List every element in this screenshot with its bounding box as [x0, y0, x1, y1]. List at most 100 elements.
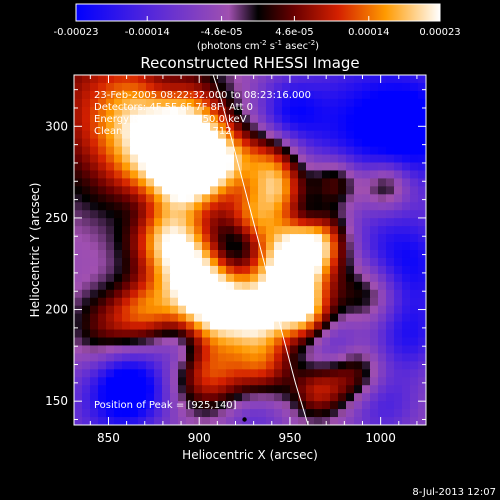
heatmap-cell	[290, 393, 299, 402]
heatmap-cell	[282, 289, 291, 299]
heatmap-cell	[354, 122, 363, 132]
heatmap-cell	[186, 401, 195, 410]
heatmap-cell	[370, 393, 379, 402]
heatmap-cell	[114, 178, 123, 187]
heatmap-cell	[290, 242, 299, 251]
heatmap-cell	[322, 281, 331, 291]
heatmap-cell	[146, 130, 155, 140]
heatmap-cell	[194, 329, 203, 339]
heatmap-cell	[138, 114, 147, 124]
heatmap-cell	[194, 202, 203, 211]
heatmap-cell	[402, 234, 411, 243]
heatmap-cell	[258, 242, 267, 251]
heatmap-cell	[386, 305, 395, 315]
heatmap-cell	[178, 337, 187, 347]
heatmap-cell	[226, 106, 235, 116]
heatmap-cell	[186, 409, 195, 418]
heatmap-cell	[226, 345, 235, 354]
heatmap-cell	[122, 321, 131, 331]
heatmap-cell	[370, 321, 379, 331]
heatmap-cell	[418, 321, 426, 331]
heatmap-cell	[130, 162, 139, 172]
heatmap-cell	[170, 313, 179, 323]
heatmap-cell	[82, 281, 91, 291]
heatmap-cell	[138, 170, 147, 179]
heatmap-cell	[178, 178, 187, 187]
heatmap-cell	[354, 98, 363, 108]
heatmap-cell	[362, 242, 371, 251]
heatmap-cell	[218, 82, 227, 92]
heatmap-cell	[194, 401, 203, 410]
heatmap-cell	[394, 75, 403, 84]
heatmap-cell	[178, 90, 187, 100]
heatmap-cell	[322, 146, 331, 156]
heatmap-cell	[154, 377, 163, 386]
heatmap-cell	[322, 377, 331, 386]
heatmap-cell	[298, 82, 307, 92]
heatmap-cell	[346, 337, 355, 347]
heatmap-cell	[298, 162, 307, 172]
heatmap-cell	[338, 417, 347, 425]
heatmap-cell	[74, 178, 83, 187]
heatmap-cell	[154, 305, 163, 315]
heatmap-cell	[274, 250, 283, 259]
heatmap-cell	[106, 313, 115, 323]
heatmap-cell	[378, 321, 387, 331]
heatmap-cell	[106, 82, 115, 92]
heatmap-cell	[178, 377, 187, 386]
heatmap-cell	[274, 130, 283, 140]
heatmap-cell	[162, 226, 171, 235]
heatmap-cell	[194, 226, 203, 235]
heatmap-cell	[290, 194, 299, 203]
heatmap-cell	[114, 122, 123, 132]
heatmap-cell	[250, 154, 259, 164]
heatmap-cell	[154, 369, 163, 378]
heatmap-cell	[394, 210, 403, 219]
heatmap-cell	[322, 218, 331, 227]
heatmap-cell	[258, 305, 267, 315]
heatmap-cell	[90, 369, 99, 378]
heatmap-cell	[202, 90, 211, 100]
heatmap-cell	[242, 138, 251, 148]
heatmap-cell	[314, 250, 323, 259]
heatmap-cell	[354, 393, 363, 402]
heatmap-cell	[82, 313, 91, 323]
heatmap-cell	[170, 90, 179, 100]
heatmap-cell	[130, 409, 139, 418]
heatmap-cell	[146, 329, 155, 339]
heatmap-cell	[138, 361, 147, 370]
heatmap-cell	[314, 234, 323, 243]
heatmap-cell	[210, 186, 219, 195]
heatmap-cell	[274, 154, 283, 164]
heatmap-cell	[106, 289, 115, 299]
heatmap-cell	[266, 98, 275, 108]
heatmap-cell	[354, 226, 363, 235]
heatmap-cell	[234, 321, 243, 331]
heatmap-cell	[298, 114, 307, 124]
heatmap-cell	[338, 130, 347, 140]
heatmap-cell	[154, 250, 163, 259]
heatmap-cell	[90, 98, 99, 108]
heatmap-cell	[306, 353, 315, 362]
heatmap-cell	[74, 385, 83, 394]
heatmap-cell	[74, 250, 83, 259]
heatmap-cell	[322, 178, 331, 187]
heatmap-cell	[274, 273, 283, 283]
heatmap-cell	[242, 377, 251, 386]
heatmap-cell	[370, 210, 379, 219]
heatmap-cell	[226, 234, 235, 243]
heatmap-cell	[378, 313, 387, 323]
heatmap-cell	[98, 281, 107, 291]
heatmap-cell	[362, 369, 371, 378]
heatmap-cell	[122, 313, 131, 323]
heatmap-cell	[98, 90, 107, 100]
heatmap-cell	[122, 393, 131, 402]
heatmap-cell	[306, 106, 315, 116]
heatmap-cell	[90, 377, 99, 386]
heatmap-cell	[354, 178, 363, 187]
heatmap-cell	[90, 186, 99, 195]
heatmap-cell	[402, 401, 411, 410]
heatmap-cell	[90, 122, 99, 132]
heatmap-cell	[218, 114, 227, 124]
heatmap-cell	[274, 361, 283, 370]
